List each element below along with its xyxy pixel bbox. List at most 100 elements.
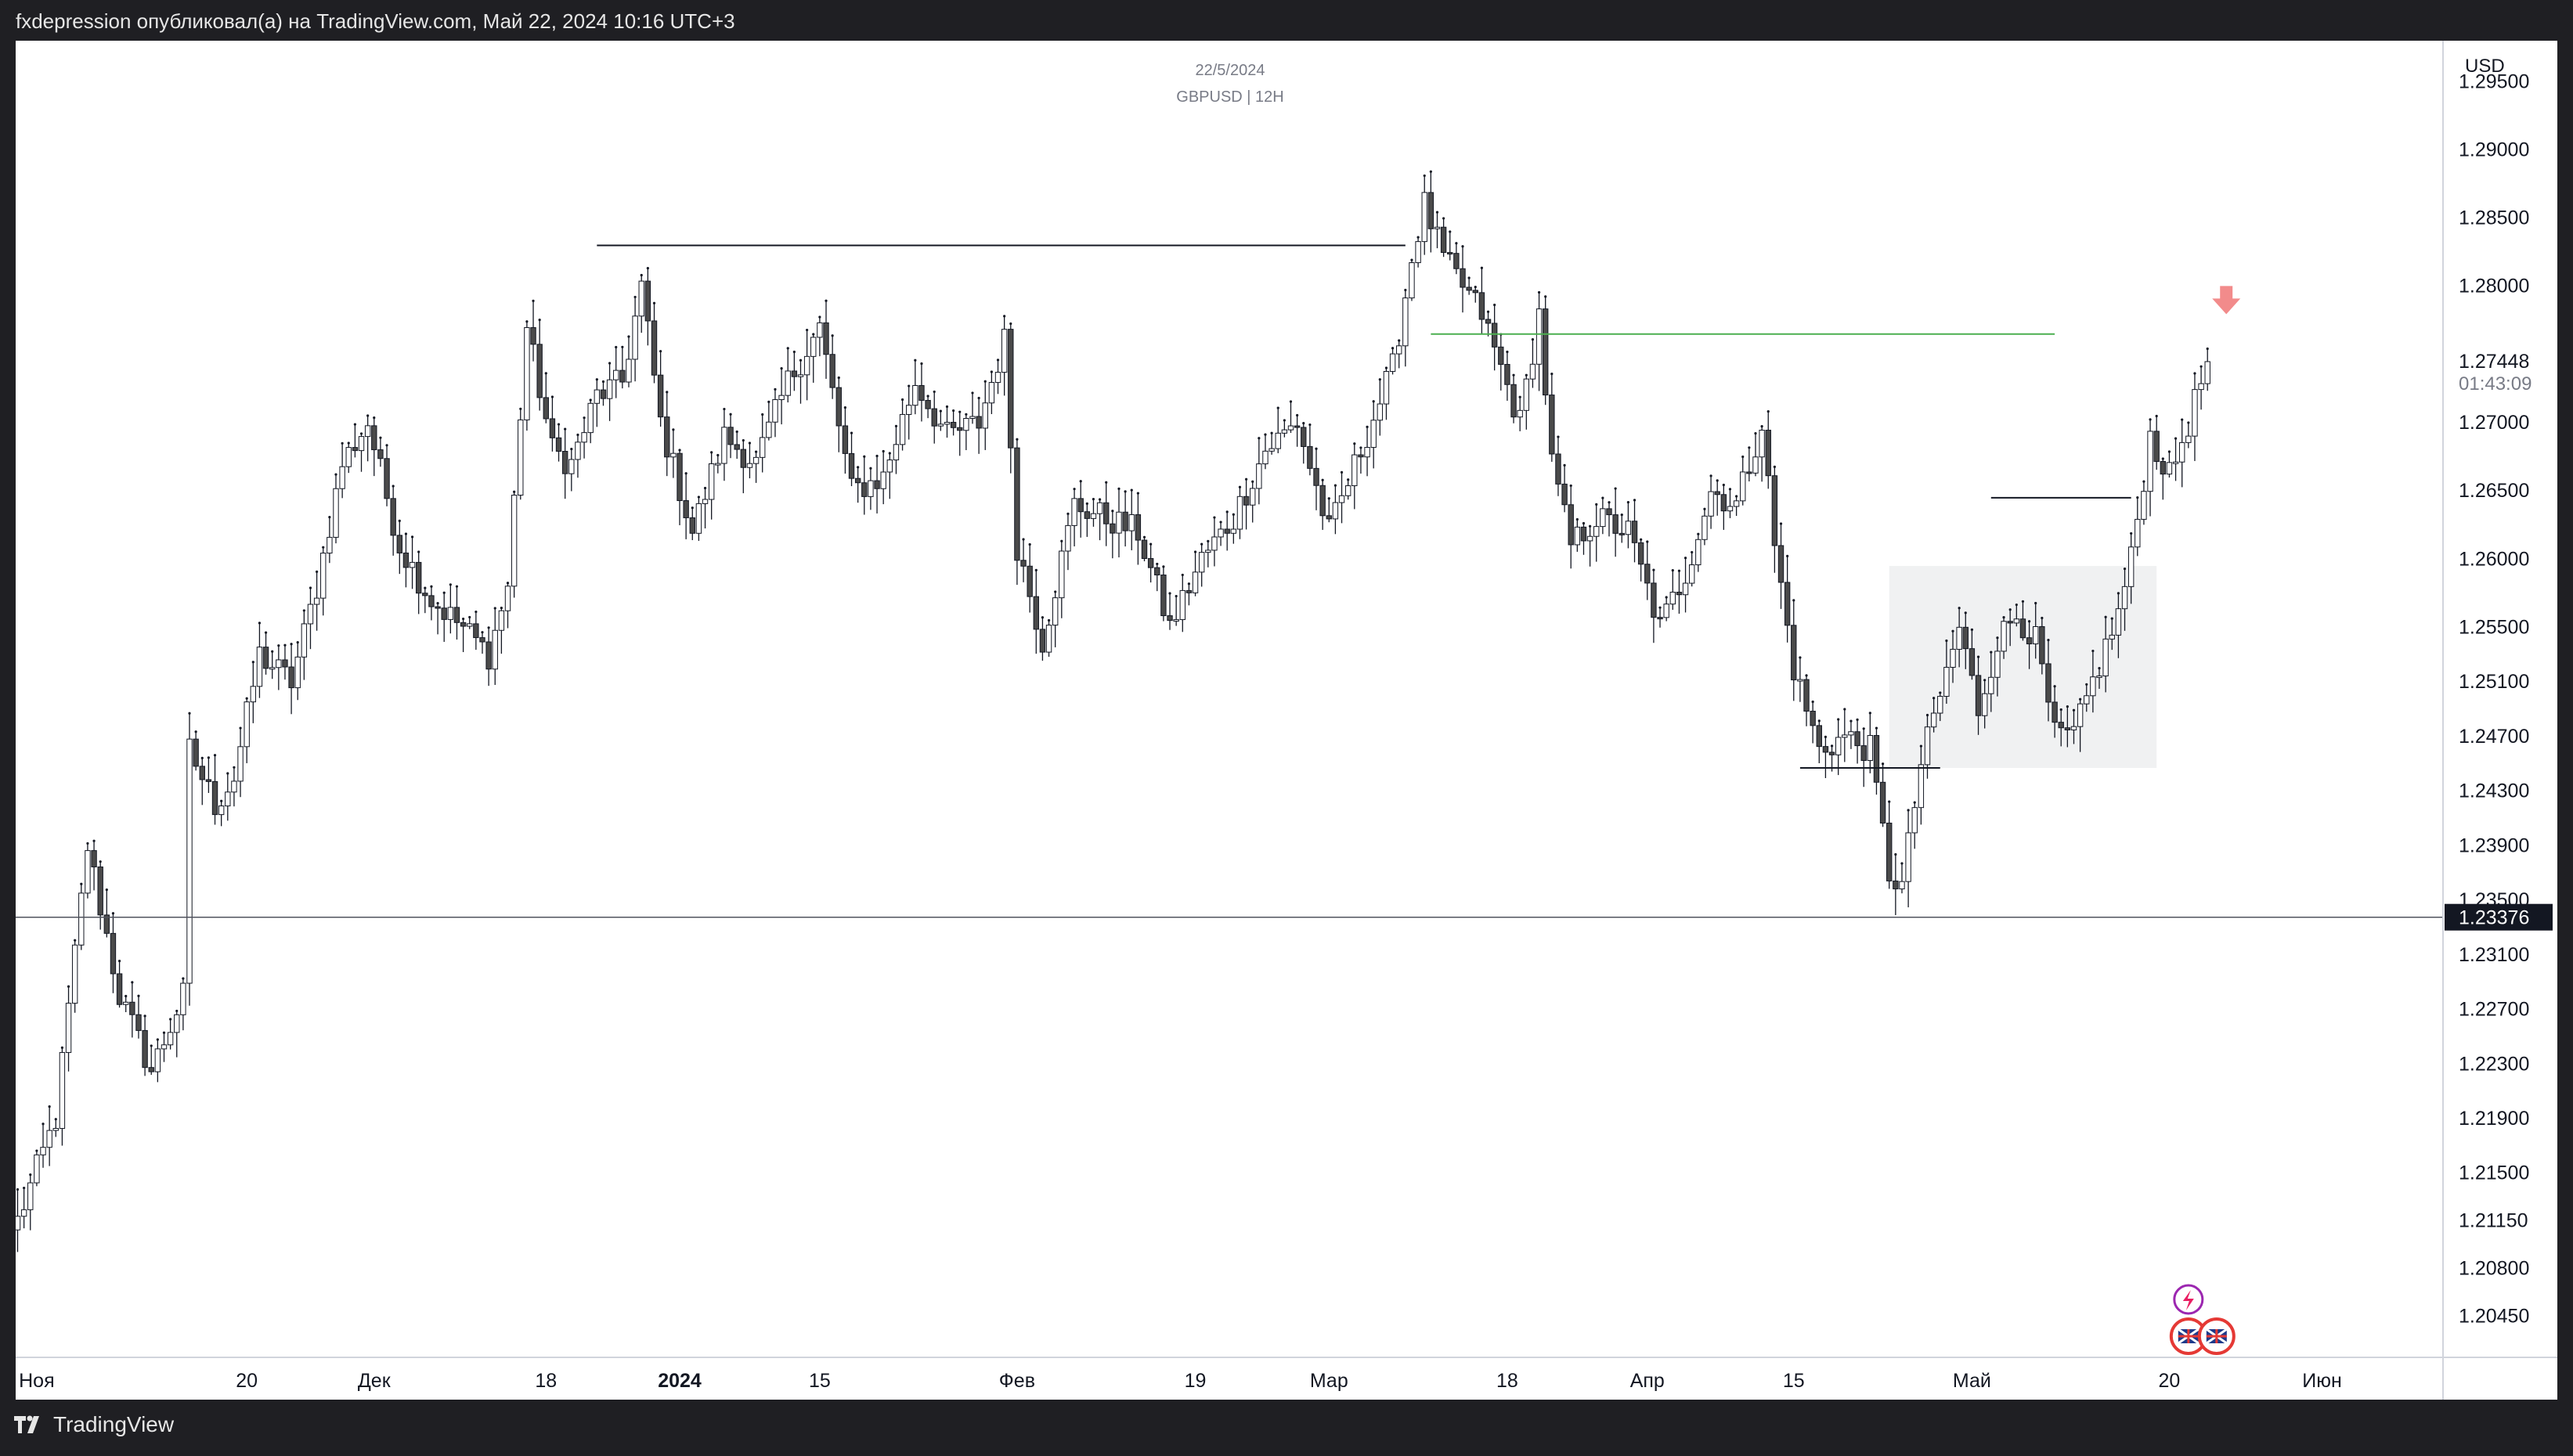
candle-bearish[interactable] [1135, 514, 1142, 541]
candle-bullish[interactable] [1586, 535, 1593, 542]
candle-bearish[interactable] [91, 850, 97, 867]
candle-bullish[interactable] [14, 1216, 21, 1231]
candle-bullish[interactable] [313, 597, 320, 605]
candle-bearish[interactable] [135, 1014, 142, 1031]
candle-bearish[interactable] [1657, 617, 1663, 620]
candle-bearish[interactable] [479, 637, 485, 643]
candle-bearish[interactable] [677, 452, 683, 502]
candle-bullish[interactable] [40, 1147, 46, 1155]
candle-bearish[interactable] [205, 779, 212, 782]
candle-bearish[interactable] [1466, 287, 1472, 291]
candle-bullish[interactable] [944, 421, 951, 425]
candle-bearish[interactable] [1791, 625, 1797, 681]
candle-bearish[interactable] [957, 427, 963, 431]
candle-bullish[interactable] [1338, 495, 1345, 503]
candle-bullish[interactable] [1517, 409, 1523, 418]
candle-bearish[interactable] [1084, 511, 1091, 519]
candle-bearish[interactable] [657, 374, 664, 418]
candle-bullish[interactable] [65, 1003, 72, 1054]
candle-bullish[interactable] [256, 647, 263, 687]
candle-bullish[interactable] [772, 399, 778, 423]
candle-bearish[interactable] [148, 1067, 154, 1072]
candle-bullish[interactable] [797, 374, 804, 377]
candle-bearish[interactable] [1358, 454, 1364, 458]
candle-bullish[interactable] [1593, 526, 1600, 537]
candle-bullish[interactable] [1268, 448, 1275, 452]
candle-bearish[interactable] [536, 344, 543, 398]
candle-bullish[interactable] [154, 1048, 161, 1072]
candle-bearish[interactable] [1816, 725, 1822, 748]
candle-bullish[interactable] [1663, 604, 1669, 618]
candle-bullish[interactable] [2185, 435, 2192, 443]
candle-bullish[interactable] [1905, 832, 1911, 882]
candle-bullish[interactable] [269, 667, 276, 670]
candle-bullish[interactable] [1421, 192, 1427, 243]
candle-bullish[interactable] [244, 701, 250, 748]
candle-bearish[interactable] [1873, 735, 1880, 783]
candle-bearish[interactable] [1651, 582, 1657, 618]
candle-bullish[interactable] [1740, 471, 1746, 502]
candle-bullish[interactable] [886, 460, 893, 473]
candle-bearish[interactable] [740, 449, 747, 468]
candle-bearish[interactable] [1969, 648, 1976, 676]
candle-bullish[interactable] [803, 355, 810, 376]
candle-bearish[interactable] [396, 535, 403, 553]
candle-bearish[interactable] [1447, 252, 1453, 255]
candle-bullish[interactable] [1981, 693, 1988, 716]
candle-bullish[interactable] [27, 1182, 34, 1210]
candle-bearish[interactable] [1110, 523, 1116, 534]
candle-bearish[interactable] [1676, 591, 1683, 596]
candle-bullish[interactable] [59, 1052, 66, 1130]
candle-bullish[interactable] [766, 421, 772, 438]
candle-bearish[interactable] [734, 444, 740, 450]
candle-bearish[interactable] [1326, 515, 1332, 520]
candle-bullish[interactable] [1899, 881, 1905, 890]
candle-bullish[interactable] [1281, 429, 1288, 434]
candle-bullish[interactable] [868, 480, 874, 497]
candle-bullish[interactable] [1116, 511, 1122, 534]
candle-bullish[interactable] [988, 382, 995, 404]
candle-bearish[interactable] [1549, 395, 1555, 455]
candle-bearish[interactable] [561, 451, 568, 474]
candle-bullish[interactable] [333, 488, 339, 538]
candle-bullish[interactable] [1236, 496, 1243, 530]
candle-bearish[interactable] [1224, 528, 1230, 534]
candle-bullish[interactable] [899, 413, 906, 445]
candle-bearish[interactable] [1784, 582, 1791, 626]
candle-bullish[interactable] [1434, 226, 1441, 229]
candle-bearish[interactable] [976, 416, 982, 429]
candle-bearish[interactable] [1485, 319, 1492, 324]
candle-bullish[interactable] [1364, 447, 1370, 458]
candle-bullish[interactable] [1192, 571, 1199, 593]
candle-bearish[interactable] [384, 458, 390, 499]
candle-bullish[interactable] [1001, 329, 1008, 373]
candle-bearish[interactable] [1771, 475, 1778, 546]
candle-bearish[interactable] [1103, 502, 1110, 524]
candle-bullish[interactable] [1230, 528, 1237, 534]
candle-bullish[interactable] [1682, 582, 1689, 596]
candle-bearish[interactable] [473, 623, 479, 639]
candle-bearish[interactable] [2160, 460, 2167, 475]
candle-bullish[interactable] [1415, 241, 1421, 264]
candle-bearish[interactable] [2052, 701, 2058, 723]
candle-bullish[interactable] [785, 370, 791, 396]
candle-bearish[interactable] [2007, 621, 2013, 624]
candle-bearish[interactable] [1243, 496, 1250, 506]
candle-bullish[interactable] [994, 372, 1001, 384]
candle-bullish[interactable] [2135, 518, 2141, 548]
candle-bearish[interactable] [950, 421, 957, 428]
candle-bullish[interactable] [880, 471, 886, 489]
candle-bearish[interactable] [1491, 323, 1498, 348]
candle-bullish[interactable] [1173, 619, 1179, 622]
candle-bearish[interactable] [1460, 268, 1466, 288]
candle-bearish[interactable] [1746, 471, 1752, 474]
candle-bearish[interactable] [1810, 710, 1816, 726]
candle-bearish[interactable] [861, 482, 868, 497]
candle-bullish[interactable] [511, 495, 518, 587]
candle-bearish[interactable] [1561, 483, 1568, 506]
candle-bullish[interactable] [1688, 564, 1695, 584]
candle-bullish[interactable] [778, 395, 785, 401]
candle-bearish[interactable] [1777, 545, 1784, 583]
candle-bullish[interactable] [1930, 712, 1937, 728]
candle-bullish[interactable] [1950, 648, 1956, 668]
